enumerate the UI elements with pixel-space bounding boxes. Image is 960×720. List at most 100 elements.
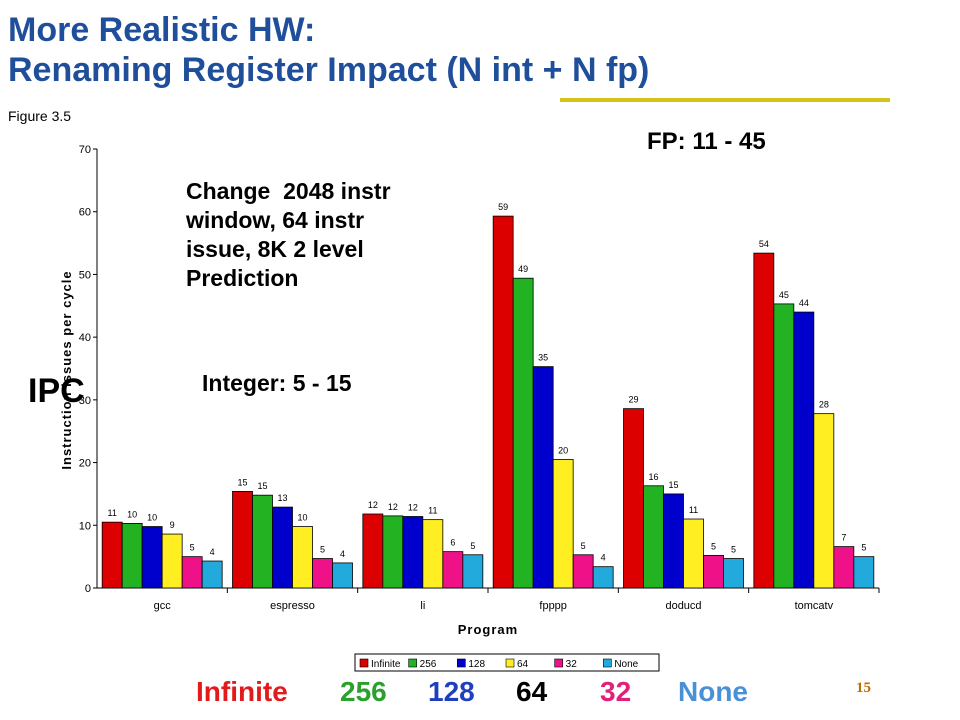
bar bbox=[813, 413, 835, 589]
legend-entry-label: Infinite bbox=[371, 659, 401, 670]
data-label: 5 bbox=[190, 543, 195, 553]
bar bbox=[723, 558, 744, 589]
legend-entry-label: 256 bbox=[420, 659, 437, 670]
y-axis-label: Instruction issues per cycle bbox=[59, 270, 74, 469]
y-tick-label: 50 bbox=[79, 269, 91, 281]
data-label: 4 bbox=[210, 547, 215, 557]
bar bbox=[101, 521, 123, 589]
bar bbox=[362, 513, 384, 589]
bar bbox=[623, 408, 644, 589]
bar bbox=[853, 556, 875, 589]
data-label: 9 bbox=[170, 520, 175, 530]
bar bbox=[382, 515, 404, 589]
data-label: 5 bbox=[320, 545, 325, 555]
bar bbox=[402, 516, 424, 589]
bar bbox=[442, 551, 464, 589]
bar bbox=[181, 556, 203, 589]
bar bbox=[292, 526, 313, 589]
fp-range-note: FP: 11 - 45 bbox=[647, 128, 766, 155]
bar bbox=[201, 560, 223, 589]
bar bbox=[252, 494, 273, 589]
y-tick-label: 10 bbox=[79, 520, 91, 532]
bottom-color-legend: Infinite 256 128 64 32 None bbox=[0, 676, 960, 716]
bar bbox=[703, 554, 724, 589]
data-label: 13 bbox=[277, 493, 287, 503]
bar bbox=[532, 366, 554, 589]
data-label: 5 bbox=[470, 541, 475, 551]
y-tick-label: 30 bbox=[79, 395, 91, 407]
bar bbox=[793, 311, 815, 589]
legend-swatch bbox=[554, 658, 563, 668]
config-change-note: Change 2048 instr window, 64 instr issue… bbox=[186, 177, 391, 293]
data-label: 15 bbox=[668, 480, 678, 490]
legend-swatch bbox=[408, 658, 417, 668]
bar bbox=[552, 459, 574, 589]
data-label: 45 bbox=[779, 290, 789, 300]
data-label: 5 bbox=[581, 541, 586, 551]
data-label: 4 bbox=[601, 553, 606, 563]
data-label: 12 bbox=[368, 500, 378, 510]
bar bbox=[833, 546, 855, 589]
ipc-label: IPC bbox=[28, 372, 85, 410]
bar bbox=[121, 523, 143, 589]
legend-entry-label: 64 bbox=[517, 659, 529, 670]
bar bbox=[272, 506, 293, 589]
bar bbox=[773, 303, 795, 589]
data-label: 54 bbox=[759, 239, 769, 249]
bar bbox=[592, 566, 614, 589]
title-line-1: More Realistic HW: bbox=[8, 11, 316, 49]
legend-label-infinite: Infinite bbox=[196, 676, 288, 707]
config-note-line: issue, 8K 2 level bbox=[186, 236, 364, 262]
config-note-line: Prediction bbox=[186, 265, 299, 291]
y-tick-label: 40 bbox=[79, 332, 91, 344]
data-label: 20 bbox=[558, 445, 568, 455]
bar bbox=[232, 491, 253, 589]
legend-label-32: 32 bbox=[600, 676, 632, 707]
y-tick-label: 20 bbox=[79, 458, 91, 470]
bar bbox=[663, 493, 684, 589]
slide-title: More Realistic HW: Renaming Register Imp… bbox=[8, 10, 649, 90]
category-label: tomcatv bbox=[795, 600, 834, 612]
legend-entry-label: 32 bbox=[566, 659, 578, 670]
bar bbox=[753, 252, 775, 589]
bar bbox=[332, 562, 353, 589]
title-underline-rule bbox=[560, 98, 890, 102]
data-label: 5 bbox=[711, 541, 716, 551]
page-number: 15 bbox=[856, 680, 871, 696]
data-label: 5 bbox=[861, 543, 866, 553]
category-label: fpppp bbox=[539, 600, 567, 612]
data-label: 15 bbox=[237, 477, 247, 487]
data-label: 5 bbox=[731, 545, 736, 555]
legend-label-none: None bbox=[678, 676, 748, 707]
data-label: 11 bbox=[689, 505, 698, 515]
bar bbox=[512, 277, 534, 589]
y-tick-label: 70 bbox=[79, 144, 91, 156]
data-label: 29 bbox=[628, 395, 638, 405]
category-label: gcc bbox=[154, 600, 172, 612]
legend-swatch bbox=[359, 658, 369, 668]
integer-range-note: Integer: 5 - 15 bbox=[202, 370, 352, 396]
bar bbox=[422, 519, 444, 589]
data-label: 11 bbox=[428, 506, 437, 516]
figure-label: Figure 3.5 bbox=[8, 108, 72, 124]
bar bbox=[161, 533, 183, 589]
bar bbox=[492, 215, 514, 589]
legend-label-64: 64 bbox=[516, 676, 548, 707]
config-note-line: window, 64 instr bbox=[186, 207, 365, 233]
category-label: doducd bbox=[665, 600, 701, 612]
bar bbox=[643, 485, 664, 589]
legend-label-256: 256 bbox=[340, 676, 387, 707]
category-label: espresso bbox=[270, 600, 315, 612]
data-label: 16 bbox=[648, 472, 658, 482]
data-label: 15 bbox=[257, 481, 267, 491]
data-label: 6 bbox=[450, 538, 455, 548]
category-label: li bbox=[420, 600, 425, 612]
title-line-2: Renaming Register Impact (N int + N fp) bbox=[8, 51, 650, 89]
bar bbox=[312, 558, 333, 589]
y-tick-label: 60 bbox=[79, 207, 91, 219]
data-label: 44 bbox=[799, 298, 809, 308]
bar bbox=[683, 518, 704, 589]
data-label: 10 bbox=[147, 513, 157, 523]
data-label: 59 bbox=[498, 202, 508, 212]
data-label: 35 bbox=[538, 353, 548, 363]
